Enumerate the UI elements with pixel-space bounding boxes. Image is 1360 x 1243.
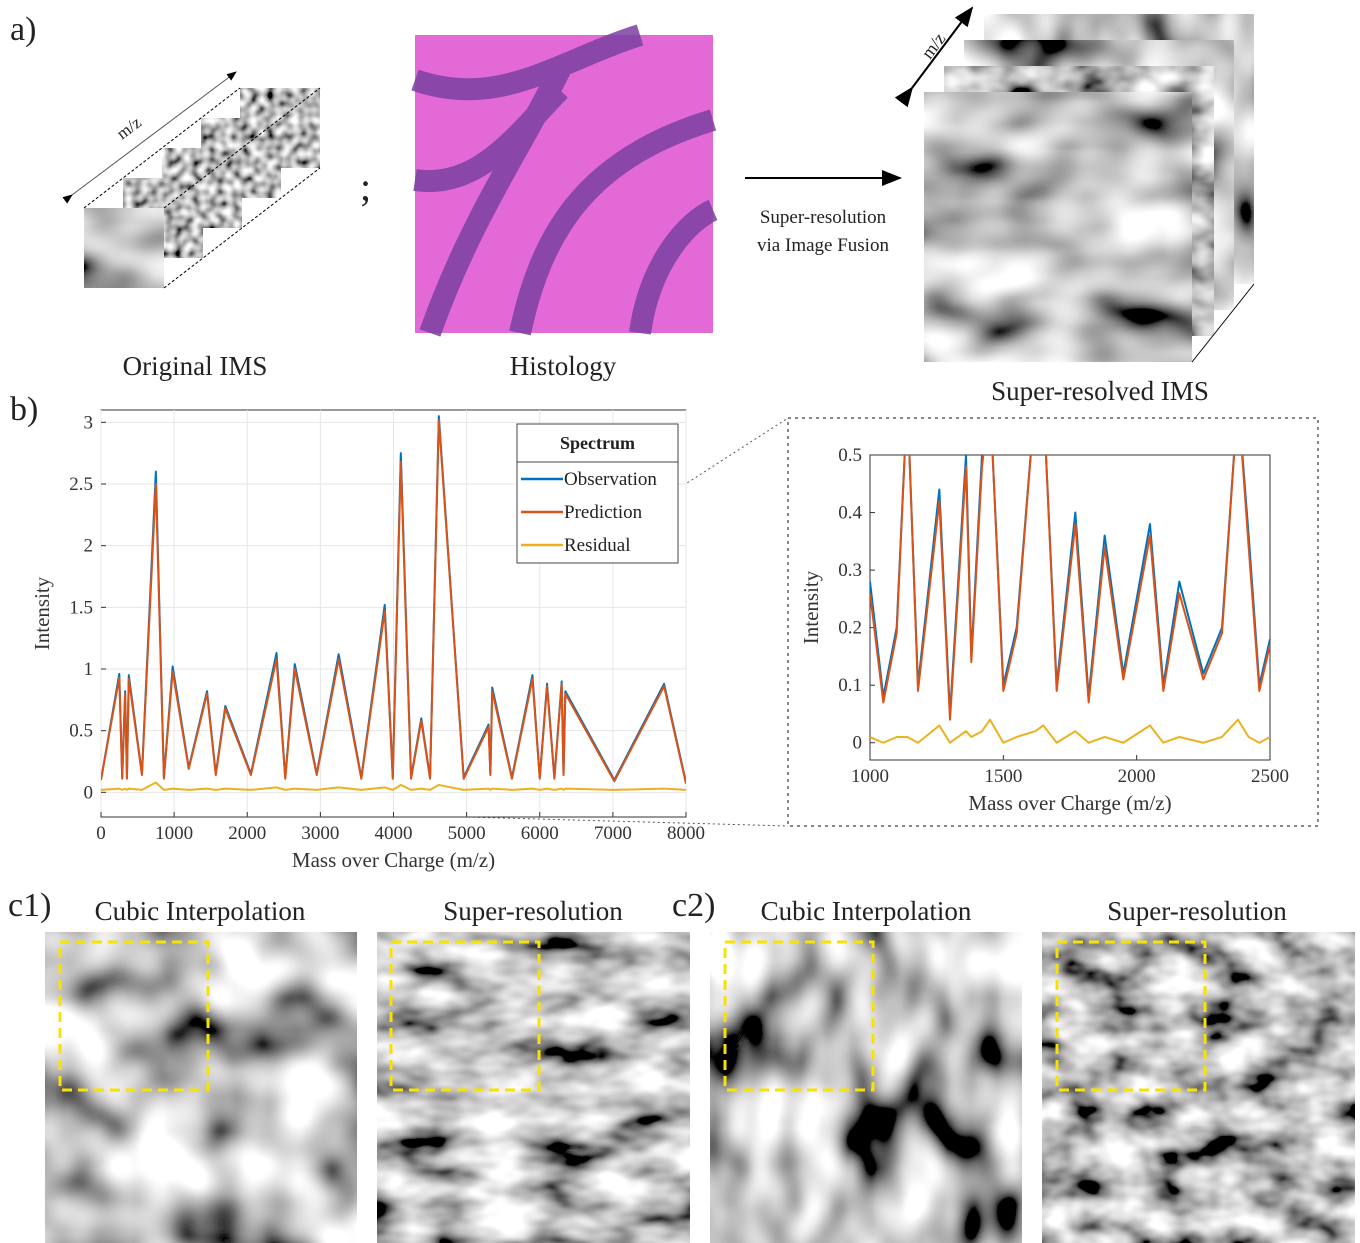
panel-label: c1) <box>8 887 51 924</box>
x-tick-label: 1000 <box>155 823 193 844</box>
x-tick-label: 5000 <box>448 823 486 844</box>
panel-label: c2) <box>672 887 715 924</box>
mz-label: m/z <box>113 112 145 143</box>
x-tick-label: 6000 <box>521 823 559 844</box>
y-tick-label: 1.5 <box>69 597 93 618</box>
x-tick-label: 1000 <box>851 766 889 787</box>
y-tick-label: 0.4 <box>838 503 862 524</box>
plot-area <box>870 455 1270 760</box>
page: m/z ; Super-resolution via Image Fusion … <box>0 0 1360 1243</box>
caption: Super-resolved IMS <box>991 376 1209 406</box>
x-tick-label: 1500 <box>984 766 1022 787</box>
image-title: Cubic Interpolation <box>761 896 972 926</box>
y-tick-label: 0.2 <box>838 618 862 639</box>
x-axis-label: Mass over Charge (m/z) <box>968 791 1171 815</box>
arrow-label: Super-resolution <box>760 207 887 228</box>
figure: m/z ; Super-resolution via Image Fusion … <box>0 0 1360 1243</box>
y-tick-label: 3 <box>84 412 94 433</box>
y-axis-label: Intensity <box>799 570 823 644</box>
x-tick-label: 3000 <box>301 823 339 844</box>
y-tick-label: 0.3 <box>838 560 862 581</box>
x-tick-label: 4000 <box>375 823 413 844</box>
y-tick-label: 2.5 <box>69 474 93 495</box>
separator: ; <box>360 164 371 209</box>
y-axis-label: Intensity <box>30 576 54 650</box>
y-tick-label: 1 <box>84 659 94 680</box>
x-tick-label: 2500 <box>1251 766 1289 787</box>
mz-label: m/z <box>917 29 949 63</box>
x-tick-label: 8000 <box>667 823 705 844</box>
legend-label: Residual <box>564 535 631 556</box>
ims-slice <box>84 208 164 288</box>
x-tick-label: 2000 <box>1118 766 1156 787</box>
panel-label: b) <box>10 391 38 428</box>
x-axis-label: Mass over Charge (m/z) <box>292 848 495 872</box>
x-tick-label: 7000 <box>594 823 632 844</box>
image-title: Super-resolution <box>443 896 623 926</box>
y-tick-label: 0.5 <box>838 445 862 466</box>
x-tick-label: 2000 <box>228 823 266 844</box>
image-title: Super-resolution <box>1107 896 1287 926</box>
caption: Original IMS <box>123 351 268 381</box>
ims-stack <box>72 72 320 288</box>
y-tick-label: 2 <box>84 536 94 557</box>
y-tick-label: 0 <box>853 733 863 754</box>
y-tick-label: 0.5 <box>69 721 93 742</box>
legend-title: Spectrum <box>560 433 635 453</box>
arrow-label: via Image Fusion <box>757 235 889 256</box>
comparison-images <box>45 932 1355 1243</box>
panel-label: a) <box>10 11 36 48</box>
legend-label: Observation <box>564 469 657 490</box>
super-resolved-stack <box>912 8 1254 362</box>
x-tick-label: 0 <box>96 823 106 844</box>
legend-label: Prediction <box>564 502 643 523</box>
caption: Histology <box>510 351 617 381</box>
y-tick-label: 0.1 <box>838 675 862 696</box>
histology-image <box>415 35 713 333</box>
y-tick-label: 0 <box>84 782 94 803</box>
image-title: Cubic Interpolation <box>95 896 306 926</box>
